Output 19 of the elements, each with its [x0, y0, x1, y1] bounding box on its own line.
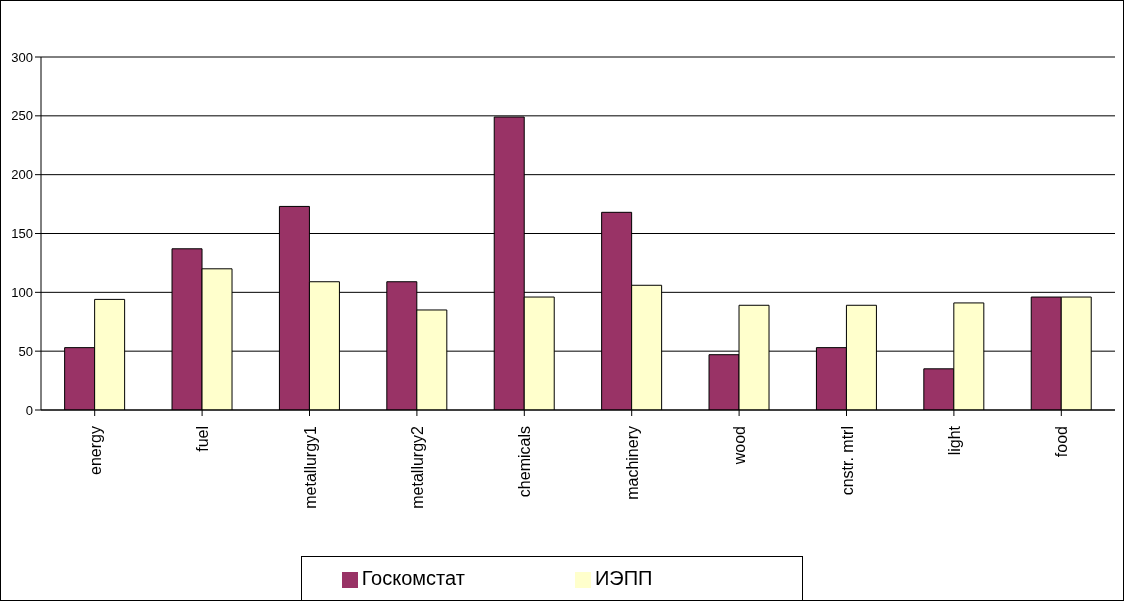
legend-label: ИЭПП — [594, 567, 653, 589]
y-tick-label: 200 — [11, 167, 33, 183]
x-tick-label: food — [1053, 426, 1071, 458]
legend-label: Госкомстат — [361, 567, 465, 589]
y-tick-label: 0 — [25, 402, 33, 418]
x-tick-label: metallurgy1 — [301, 425, 319, 509]
x-tick-label: machinery — [623, 426, 641, 500]
x-tick-label: wood — [731, 426, 749, 466]
y-tick-label: 100 — [11, 284, 33, 300]
x-tick-label: chemicals — [516, 426, 534, 498]
y-tick-label: 250 — [11, 108, 33, 124]
x-tick-label: metallurgy2 — [408, 425, 426, 509]
y-tick-label: 300 — [11, 49, 33, 65]
x-tick-label: cnstr. mtrl — [838, 426, 856, 496]
x-tick-label: light — [945, 425, 963, 456]
y-tick-label: 150 — [11, 226, 33, 242]
y-tick-label: 50 — [18, 343, 33, 359]
x-tick-label: energy — [86, 426, 104, 475]
x-tick-label: fuel — [194, 426, 212, 452]
